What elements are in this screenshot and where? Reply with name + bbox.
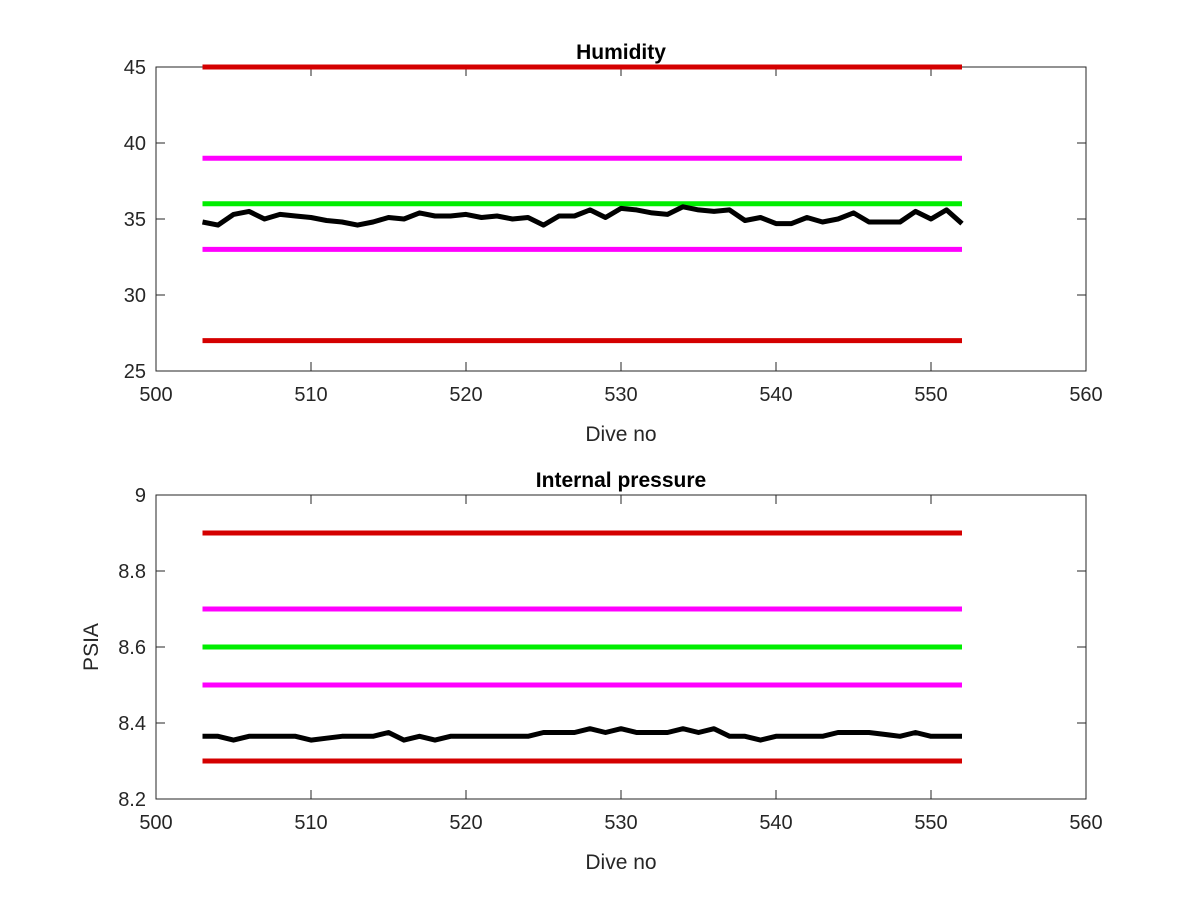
chart-1-y-tick-label: 8.8 bbox=[118, 561, 146, 583]
chart-0-x-tick-label: 500 bbox=[139, 384, 172, 406]
chart-0-x-tick-label: 560 bbox=[1069, 384, 1102, 406]
chart-0-series-line-5 bbox=[202, 204, 964, 228]
chart-1-x-axis-label: Dive no bbox=[585, 851, 656, 874]
chart-0-axes-box bbox=[155, 66, 1087, 372]
chart-0-title: Humidity bbox=[576, 41, 666, 64]
chart-1-y-tick-label: 8.2 bbox=[118, 789, 146, 811]
chart-1-x-tick-label: 540 bbox=[759, 812, 792, 834]
chart-1-x-tick-label: 530 bbox=[604, 812, 637, 834]
chart-1-x-tick-label: 520 bbox=[449, 812, 482, 834]
chart-1-title: Internal pressure bbox=[536, 469, 706, 492]
chart-1-x-tick-label: 510 bbox=[294, 812, 327, 834]
chart-0-x-tick-label: 530 bbox=[604, 384, 637, 406]
chart-0-y-tick-label: 40 bbox=[124, 133, 146, 155]
chart-0-x-tick-label: 510 bbox=[294, 384, 327, 406]
chart-1-series-line-5 bbox=[202, 726, 962, 743]
chart-1-y-tick-label: 9 bbox=[135, 485, 146, 507]
internal-pressure-panel: 500 510 520 530 540 550 560 8.2 8.4 8.6 8.8 9 Intern… bbox=[80, 469, 1103, 874]
chart-0-y-tick-label: 25 bbox=[124, 361, 146, 383]
chart-0-x-axis-label: Dive no bbox=[585, 423, 656, 446]
chart-1-x-tick-label: 550 bbox=[914, 812, 947, 834]
chart-1-x-tick-label: 560 bbox=[1069, 812, 1102, 834]
chart-1-y-tick-label: 8.4 bbox=[118, 713, 146, 735]
chart-0-x-tick-label: 550 bbox=[914, 384, 947, 406]
chart-0-y-tick-label: 45 bbox=[124, 57, 146, 79]
humidity-panel: 500 510 520 530 540 550 560 25 30 35 40 45 Humidity D… bbox=[124, 41, 1103, 446]
chart-0-x-tick-label: 540 bbox=[759, 384, 792, 406]
chart-1-y-tick-label: 8.6 bbox=[118, 637, 146, 659]
chart-0-y-tick-label: 35 bbox=[124, 209, 146, 231]
chart-0-y-tick-label: 30 bbox=[124, 285, 146, 307]
chart-1-y-axis-label: PSIA bbox=[80, 623, 103, 671]
chart-1-x-tick-label: 500 bbox=[139, 812, 172, 834]
chart-0-x-tick-label: 520 bbox=[449, 384, 482, 406]
